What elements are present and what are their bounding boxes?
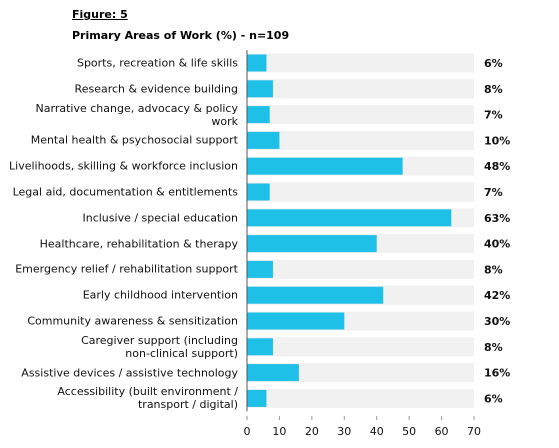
value-label: 40% [484,238,510,251]
bar [247,364,299,382]
row-band [247,105,474,125]
x-tick-label: 50 [402,425,416,438]
x-tick-label: 10 [272,425,286,438]
bar [247,286,384,304]
row-band [247,363,474,383]
value-label: 6% [484,57,503,70]
value-label: 8% [484,83,503,96]
chart-title: Primary Areas of Work (%) - n=109 [72,29,290,42]
category-label: Mental health & psychosocial support [30,133,238,147]
value-label: 8% [484,341,503,354]
bar [247,157,403,175]
category-label: Assistive devices / assistive technology [21,366,238,380]
value-label: 63% [484,212,510,225]
category-label: Narrative change, advocacy & policy work [35,101,238,128]
bar [247,209,452,227]
x-tick-label: 60 [435,425,449,438]
category-label: Caregiver support (including non-clinica… [81,333,238,360]
row-band [247,130,474,150]
row-band [247,182,474,202]
bar [247,338,273,356]
value-label: 6% [484,392,503,405]
x-tick-label: 70 [467,425,481,438]
x-tick-label: 20 [305,425,319,438]
x-tick-label: 30 [337,425,351,438]
x-tick-label: 40 [370,425,384,438]
category-label: Inclusive / special education [82,211,238,225]
category-label: Sports, recreation & life skills [76,56,238,70]
category-label: Community awareness & sensitization [27,314,238,328]
bar [247,312,345,330]
value-label: 16% [484,367,510,380]
value-label: 8% [484,263,503,276]
category-label: Emergency relief / rehabilitation suppor… [15,262,238,276]
category-label: Accessibility (built environment / trans… [57,385,238,412]
row-band [247,388,474,408]
x-tick-label: 0 [244,425,251,438]
row-band [247,259,474,279]
category-label: Livelihoods, skilling & workforce inclus… [9,159,238,173]
category-label: Early childhood intervention [82,288,238,302]
value-label: 7% [484,186,503,199]
bar [247,106,270,124]
bar [247,80,273,98]
bar [247,131,280,149]
bar [247,389,267,407]
row-band [247,79,474,99]
row-band [247,337,474,357]
bar [247,235,377,253]
value-label: 48% [484,160,510,173]
bar [247,54,267,72]
category-label: Research & evidence building [74,82,238,96]
value-label: 7% [484,109,503,122]
bar [247,183,270,201]
value-label: 42% [484,289,510,302]
category-label: Legal aid, documentation & entitlements [12,185,238,199]
figure-label: Figure: 5 [72,8,128,21]
row-band [247,53,474,73]
category-label: Healthcare, rehabilitation & therapy [39,237,238,251]
value-label: 30% [484,315,510,328]
bar [247,260,273,278]
value-label: 10% [484,134,510,147]
